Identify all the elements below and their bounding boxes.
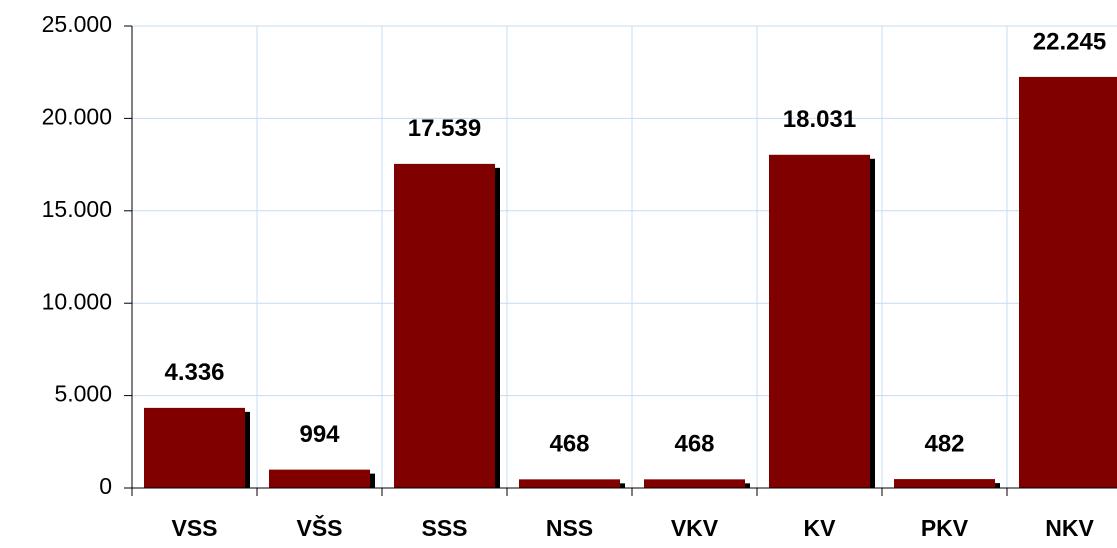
bar xyxy=(394,163,495,488)
bar xyxy=(269,469,370,488)
x-tick-label: NSS xyxy=(546,515,593,541)
x-tick-label: VŠS xyxy=(296,514,342,541)
x-tick-label: PKV xyxy=(921,515,969,541)
data-label: 18.031 xyxy=(783,106,856,133)
data-label: 468 xyxy=(549,431,589,458)
data-label: 994 xyxy=(299,421,340,448)
data-label: 482 xyxy=(924,430,964,457)
x-tick-label: VKV xyxy=(671,515,719,541)
y-tick-label: 10.000 xyxy=(42,288,112,314)
data-label: 4.336 xyxy=(164,359,224,386)
x-tick-label: NKV xyxy=(1045,515,1094,541)
bar-shadow xyxy=(245,411,250,488)
x-tick-label: KV xyxy=(804,515,837,541)
bar-shadow xyxy=(870,158,875,489)
y-tick-label: 0 xyxy=(99,473,112,499)
bar-shadow xyxy=(995,483,1000,488)
bar-shadow xyxy=(370,473,375,488)
bar-shadow xyxy=(620,483,625,488)
x-tick-label: SSS xyxy=(421,515,467,541)
bar xyxy=(894,479,995,488)
y-tick-label: 5.000 xyxy=(54,381,112,407)
data-label: 468 xyxy=(674,431,714,458)
bar xyxy=(769,154,870,489)
bar xyxy=(519,479,620,488)
data-label: 22.245 xyxy=(1033,28,1106,55)
y-tick-label: 20.000 xyxy=(42,103,112,129)
bar xyxy=(644,479,745,488)
bar xyxy=(1019,76,1117,488)
y-tick-label: 25.000 xyxy=(42,11,112,37)
y-tick-label: 15.000 xyxy=(42,196,112,222)
bar-shadow xyxy=(495,167,500,488)
x-tick-label: VSS xyxy=(171,515,217,541)
bar-shadow xyxy=(745,483,750,488)
bar xyxy=(144,407,245,488)
data-label: 17.539 xyxy=(408,115,481,142)
